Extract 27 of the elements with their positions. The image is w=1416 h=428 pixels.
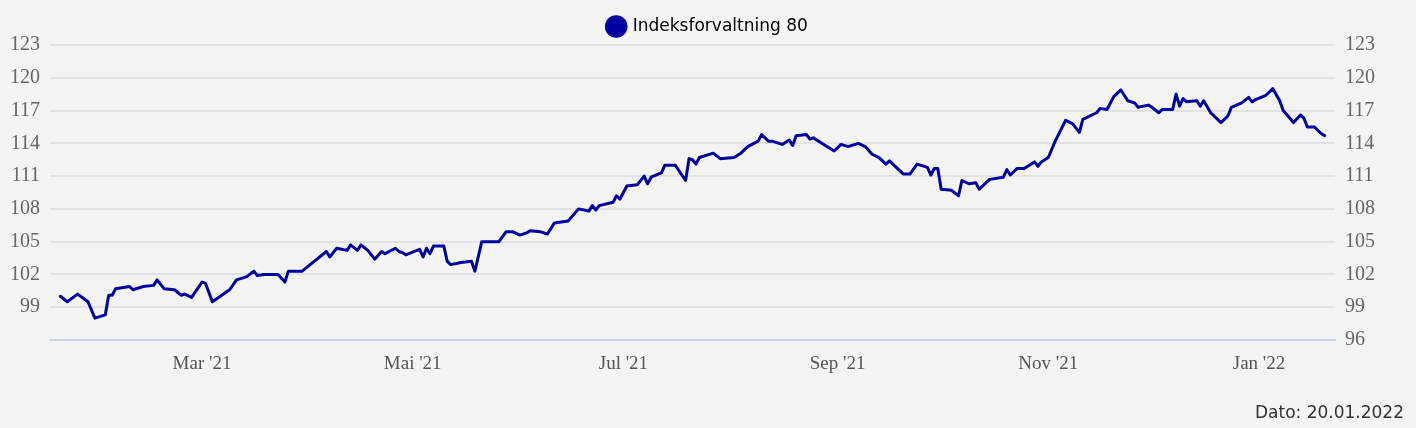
y2-tick-label: 111 [1345, 163, 1374, 186]
y-tick-label: 105 [10, 228, 40, 251]
y2-tick-label: 117 [1345, 97, 1375, 120]
x-tick-label: Mai '21 [383, 352, 442, 374]
y2-tick-label: 114 [1345, 130, 1375, 153]
y-tick-label: 117 [10, 97, 40, 120]
x-tick-label: Jul '21 [598, 352, 649, 374]
y-tick-label: 102 [10, 261, 40, 284]
y2-tick-label: 96 [1345, 327, 1365, 350]
y-tick-label: 111 [11, 163, 40, 186]
y2-tick-label: 99 [1345, 294, 1365, 317]
y-tick-label: 114 [10, 130, 40, 153]
x-tick-label: Mar '21 [172, 352, 232, 374]
y2-tick-label: 102 [1345, 261, 1375, 284]
x-tick-label: Jan '22 [1232, 352, 1286, 374]
y2-tick-label: 123 [1345, 32, 1375, 55]
y-tick-label: 123 [10, 32, 40, 55]
x-tick-label: Sep '21 [809, 352, 866, 374]
text: Dato: 20.01.2022 [1254, 401, 1404, 422]
y-tick-label: 120 [10, 65, 40, 88]
x-tick-label: Nov '21 [1018, 352, 1079, 374]
y2-tick-label: 105 [1345, 228, 1375, 251]
y2-tick-label: 120 [1345, 65, 1375, 88]
legend-label: Indeksforvaltning 80 [632, 14, 808, 35]
y2-tick-label: 108 [1345, 196, 1375, 219]
y-tick-label: 108 [10, 196, 40, 219]
y-tick-label: 99 [20, 294, 40, 317]
